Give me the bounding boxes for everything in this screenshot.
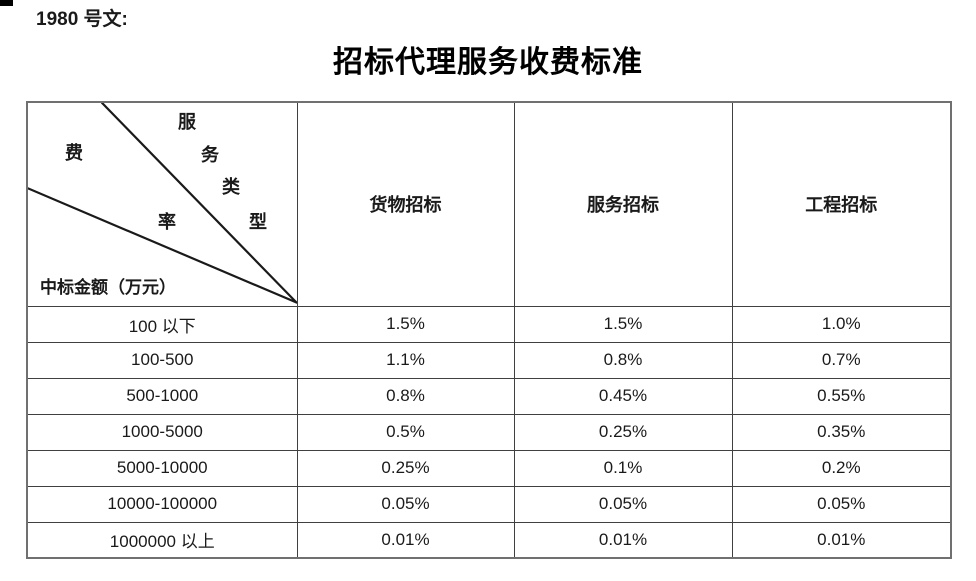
amount-range-cell: 100 以下: [26, 305, 298, 343]
rate-cell: 0.45%: [513, 377, 733, 415]
amount-range-cell: 1000000 以上: [26, 521, 298, 559]
rate-cell: 0.55%: [731, 377, 952, 415]
amount-range-cell: 5000-10000: [26, 449, 298, 487]
table-row: 5000-10000 0.25% 0.1% 0.2%: [26, 449, 952, 487]
corner-char-fee-2: 率: [158, 212, 176, 232]
rate-cell: 0.7%: [731, 341, 952, 379]
table-row: 1000000 以上 0.01% 0.01% 0.01%: [26, 521, 952, 559]
rate-cell: 1.0%: [731, 305, 952, 343]
rate-cell: 0.2%: [731, 449, 952, 487]
table-row: 1000-5000 0.5% 0.25% 0.35%: [26, 413, 952, 451]
corner-char-service-1: 服: [178, 112, 196, 132]
column-header-goods: 货物招标: [296, 101, 515, 307]
fee-standard-table: 服 务 类 型 费 率 中标金额（万元） 货物招标 服务招标 工程招标 100 …: [26, 101, 952, 559]
rate-cell: 0.05%: [513, 485, 733, 523]
rate-cell: 0.1%: [513, 449, 733, 487]
rate-cell: 0.5%: [296, 413, 515, 451]
rate-cell: 0.01%: [296, 521, 515, 559]
rate-cell: 0.8%: [296, 377, 515, 415]
rate-cell: 0.05%: [296, 485, 515, 523]
rate-cell: 0.8%: [513, 341, 733, 379]
screen-corner-artifact: [0, 0, 13, 6]
amount-range-cell: 1000-5000: [26, 413, 298, 451]
column-header-engineering: 工程招标: [731, 101, 952, 307]
rate-cell: 1.5%: [513, 305, 733, 343]
rate-cell: 0.05%: [731, 485, 952, 523]
row-axis-label: 中标金额（万元）: [40, 278, 176, 297]
table-row: 10000-100000 0.05% 0.05% 0.05%: [26, 485, 952, 523]
rate-cell: 0.01%: [731, 521, 952, 559]
rate-cell: 0.01%: [513, 521, 733, 559]
rate-cell: 1.5%: [296, 305, 515, 343]
corner-char-service-4: 型: [249, 212, 267, 232]
amount-range-cell: 10000-100000: [26, 485, 298, 523]
rate-cell: 0.35%: [731, 413, 952, 451]
header-row: 服 务 类 型 费 率 中标金额（万元） 货物招标 服务招标 工程招标: [26, 101, 952, 307]
table-row: 100-500 1.1% 0.8% 0.7%: [26, 341, 952, 379]
rate-cell: 0.25%: [513, 413, 733, 451]
rate-cell: 0.25%: [296, 449, 515, 487]
table-row: 500-1000 0.8% 0.45% 0.55%: [26, 377, 952, 415]
page-title: 招标代理服务收费标准: [333, 46, 643, 79]
rate-cell: 1.1%: [296, 341, 515, 379]
doc-number-label: 1980 号文:: [36, 9, 128, 30]
corner-char-fee-1: 费: [65, 143, 83, 163]
amount-range-cell: 500-1000: [26, 377, 298, 415]
diagonal-corner-cell: 服 务 类 型 费 率 中标金额（万元）: [26, 101, 298, 307]
diagonal-lines: [28, 103, 297, 304]
column-header-service: 服务招标: [513, 101, 733, 307]
table-row: 100 以下 1.5% 1.5% 1.0%: [26, 305, 952, 343]
amount-range-cell: 100-500: [26, 341, 298, 379]
corner-char-service-2: 务: [201, 145, 219, 165]
corner-char-service-3: 类: [222, 177, 240, 197]
